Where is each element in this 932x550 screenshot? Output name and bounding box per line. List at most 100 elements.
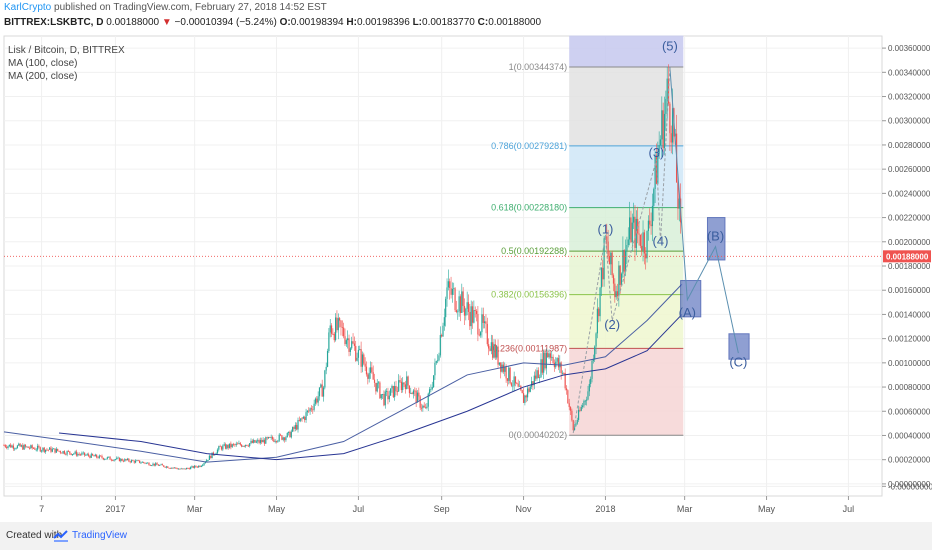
candle-body (196, 466, 198, 468)
candle-body (164, 466, 166, 468)
candle-body (270, 436, 272, 438)
candle-body (118, 457, 121, 462)
x-tick-label: Mar (187, 504, 203, 514)
y-tick-label: 0.00060000 (888, 407, 931, 416)
candle-body (152, 463, 154, 466)
candle-body (450, 288, 452, 295)
candle-body (646, 231, 648, 259)
candle-body (645, 253, 647, 259)
y-tick-label: 0.00080000 (888, 383, 931, 392)
price-axis[interactable]: 0.00360000 0.00340000 0.00320000 0.00300000… (882, 44, 932, 491)
candle-body (15, 448, 17, 450)
candle-body (418, 392, 420, 397)
publish-text: published on TradingView.com, February 2… (51, 2, 327, 13)
candle-body (367, 374, 369, 379)
candle-body (172, 467, 174, 469)
candle-body (312, 409, 314, 411)
candle-body (163, 465, 165, 467)
legend-ma100[interactable]: MA (100, close) (8, 58, 78, 69)
candle-body (508, 367, 510, 381)
candle-body (357, 349, 360, 358)
candle-body (606, 236, 608, 242)
price-chart[interactable]: 1(0.00344374) 0.786(0.00279281) 0.618(0.00… (0, 0, 932, 522)
candle-body (438, 355, 440, 361)
candle-body (159, 464, 161, 466)
candle-body (543, 352, 545, 373)
candle-body (74, 451, 76, 454)
candle-body (219, 446, 221, 448)
candle-body (16, 445, 19, 449)
candle-body (496, 346, 498, 358)
candle-body (474, 310, 476, 311)
y-tick-label: 0.00200000 (888, 238, 931, 247)
candle-body (273, 439, 275, 442)
candle-body (18, 443, 20, 446)
candle-body (435, 361, 437, 363)
candle-body (155, 463, 157, 466)
candle-body (187, 467, 189, 469)
fib-band (569, 294, 684, 349)
candle-body (629, 217, 631, 240)
candle-body (591, 360, 593, 379)
elliott-wave-drawing[interactable]: (1) (2) (3) (4) (5) (A) (B) (C) (572, 39, 750, 434)
candle-body (96, 454, 98, 458)
candle-body (144, 462, 146, 464)
y-tick-label: 0.00220000 (888, 214, 931, 223)
candle-body (93, 455, 95, 457)
candle-body (623, 250, 625, 272)
candle-body (265, 437, 267, 444)
candle-body (575, 423, 577, 426)
x-tick-label: Sep (434, 504, 450, 514)
y-tick-label: 0.00180000 (888, 262, 931, 271)
candle-body (654, 155, 656, 190)
candle-body (599, 287, 601, 317)
candle-body (545, 352, 547, 369)
candle-body (173, 467, 176, 469)
candle-body (598, 308, 600, 317)
candle-body (529, 386, 531, 392)
x-tick-label: Jul (353, 504, 365, 514)
candle-body (200, 465, 202, 467)
x-tick-label: 2018 (595, 504, 615, 514)
x-tick-label: Jul (843, 504, 855, 514)
candle-body (59, 451, 61, 453)
candle-body (369, 367, 372, 373)
candle-body (198, 465, 200, 468)
tradingview-logo-icon[interactable] (53, 529, 69, 543)
last-price-marker: 0.00188000 (4, 250, 931, 263)
candle-body (470, 306, 472, 327)
candle-body (332, 333, 334, 335)
candle-body (145, 462, 147, 464)
tradingview-link[interactable]: TradingView (72, 530, 128, 541)
open-label: O: (279, 17, 291, 28)
candle-body (86, 454, 88, 456)
candle-body (129, 461, 131, 463)
candle-body (447, 281, 449, 288)
candle-body (121, 458, 123, 461)
time-axis[interactable]: 7 2017 Mar May Jul Sep Nov 2018 Mar May Jul (39, 496, 854, 514)
wave-label: (3) (649, 145, 665, 160)
candle-body (485, 321, 487, 324)
candle-body (489, 348, 491, 351)
candle-body (147, 462, 149, 464)
fibonacci-retracement[interactable]: 1(0.00344374) 0.786(0.00279281) 0.618(0.00… (491, 35, 684, 441)
candle-body (42, 447, 44, 451)
candle-body (471, 306, 474, 323)
candle-body (379, 382, 381, 399)
candle-body (255, 441, 257, 443)
candle-body (39, 447, 41, 452)
candle-body (502, 364, 505, 372)
candle-body (218, 446, 220, 450)
chart-legend: Lisk / Bitcoin, D, BITTREX MA (100, clos… (8, 44, 125, 83)
y-tick-label: 0.00260000 (888, 165, 931, 174)
candle-body (535, 375, 537, 379)
candle-body (30, 445, 32, 449)
author-link[interactable]: KarlCrypto (4, 2, 52, 13)
high-label: H: (346, 17, 357, 28)
legend-ma200[interactable]: MA (200, close) (8, 71, 78, 82)
candle-body (301, 418, 303, 420)
candle-body (313, 403, 315, 410)
candle-body (516, 383, 518, 385)
candle-body (117, 457, 119, 459)
low-value: 0.00183770 (422, 17, 475, 28)
